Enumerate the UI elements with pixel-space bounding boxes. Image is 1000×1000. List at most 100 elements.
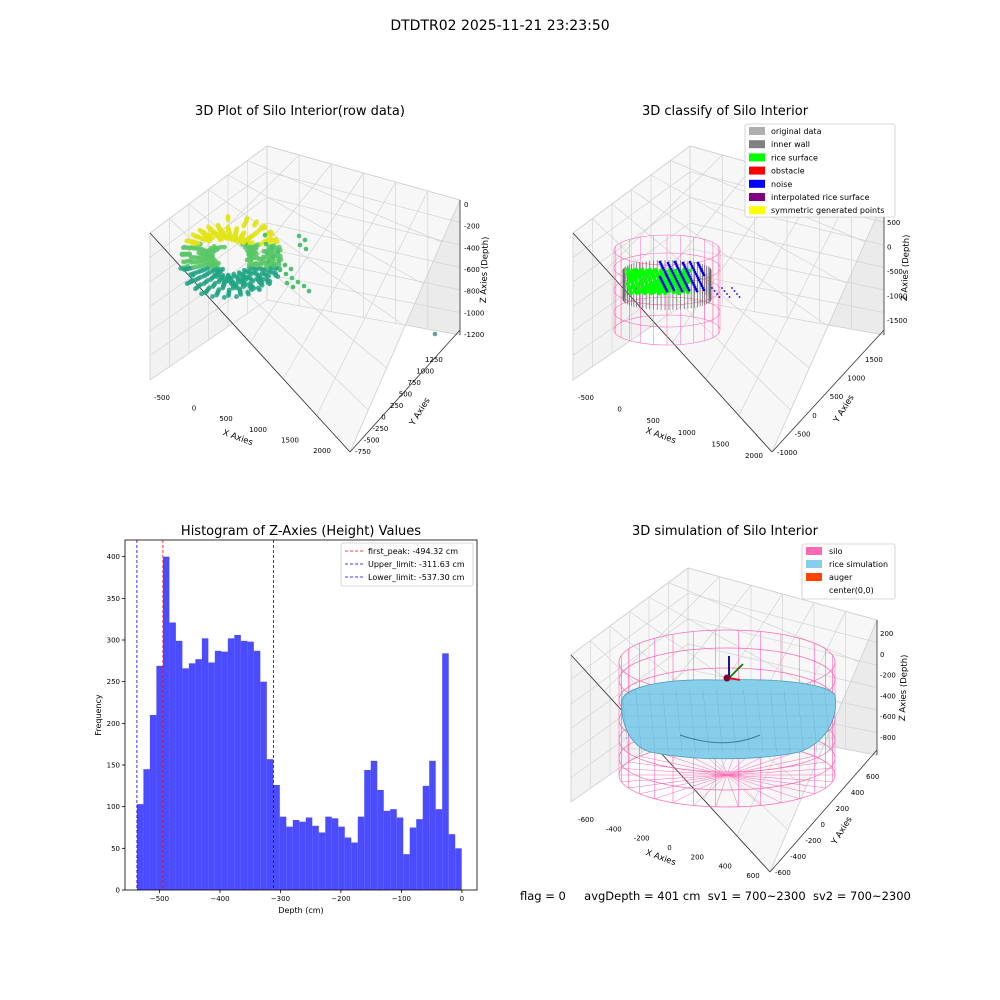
classify-noise-point bbox=[702, 273, 706, 277]
classify-noise-point bbox=[665, 289, 669, 293]
raw-grid bbox=[349, 199, 461, 453]
classify-grid bbox=[738, 190, 852, 416]
raw-data-point bbox=[277, 253, 283, 259]
raw-x-tick-label: 0 bbox=[192, 405, 196, 413]
classify-rice-point bbox=[631, 275, 637, 281]
raw-data-point bbox=[229, 233, 234, 239]
raw-data-point bbox=[269, 245, 275, 251]
raw-data-point bbox=[243, 269, 249, 275]
simulation-y-tick-label: -400 bbox=[790, 853, 806, 861]
classify-x-tick-label: 2000 bbox=[745, 452, 763, 460]
raw-data-point bbox=[185, 238, 191, 244]
raw-data-point bbox=[277, 267, 283, 273]
histogram-bar bbox=[175, 640, 183, 890]
simulation-legend-swatch bbox=[806, 547, 822, 555]
classify-noise-point bbox=[694, 287, 698, 291]
raw-data-point bbox=[201, 262, 207, 268]
raw-data-point bbox=[237, 272, 243, 277]
classify-noise-point bbox=[736, 293, 738, 295]
simulation-scene bbox=[618, 629, 836, 808]
classify-x-tick-label: 500 bbox=[647, 417, 660, 425]
simulation-rice-mesh bbox=[648, 689, 656, 753]
classify-y-tick-label: 500 bbox=[830, 393, 843, 401]
classify-z-tick-label: -1500 bbox=[887, 317, 907, 325]
classify-noise-point bbox=[660, 279, 664, 283]
raw-data-point bbox=[262, 267, 268, 273]
classify-legend-swatch bbox=[749, 166, 765, 175]
raw-data-point bbox=[225, 278, 231, 283]
raw-data-point bbox=[231, 273, 237, 279]
raw-y-tick-label: 1250 bbox=[425, 356, 443, 364]
raw-data-point bbox=[208, 277, 214, 282]
simulation-silo-wireframe bbox=[628, 761, 728, 776]
raw-data-point bbox=[248, 266, 254, 272]
classify-noise-point bbox=[681, 276, 685, 280]
simulation-rice-mesh bbox=[716, 689, 723, 753]
classify-rice-point bbox=[648, 270, 654, 276]
raw-data-point bbox=[268, 236, 273, 242]
classify-scene bbox=[613, 234, 741, 346]
classify-noise-point bbox=[700, 269, 704, 273]
raw-data-point bbox=[198, 258, 204, 264]
raw-data-point bbox=[179, 251, 185, 257]
simulation-silo-wireframe bbox=[726, 774, 815, 795]
simulation-z-tick-label: -800 bbox=[880, 734, 896, 742]
simulation-x-tick-label: 200 bbox=[691, 853, 704, 861]
simulation-rice-mesh bbox=[621, 689, 629, 753]
raw-axes: -500 0 500 1000 1500 2000 -750 -500 -250 0 250 500 7… bbox=[149, 145, 491, 456]
raw-x-tick-label: 2000 bbox=[313, 447, 331, 455]
raw-z-tick-label: 0 bbox=[464, 201, 468, 209]
histogram-bar bbox=[299, 821, 306, 890]
simulation-legend-label: center(0,0) bbox=[829, 586, 874, 595]
simulation-y-axis-line bbox=[769, 749, 878, 873]
raw-data-point bbox=[228, 281, 234, 287]
histogram-bar bbox=[201, 638, 209, 890]
raw-data-point bbox=[249, 262, 255, 268]
raw-data-point bbox=[296, 233, 302, 239]
raw-data-point bbox=[189, 259, 195, 265]
classify-z-tick-label: 0 bbox=[887, 244, 891, 252]
figure-title: DTDTR02 2025-11-21 23:23:50 bbox=[390, 18, 610, 34]
raw-data-point bbox=[226, 293, 231, 298]
histogram-bar bbox=[422, 785, 430, 890]
simulation-y-tick-label: 400 bbox=[851, 789, 864, 797]
histogram-bar bbox=[377, 790, 384, 890]
raw-data-point bbox=[225, 274, 231, 280]
classify-y-tick-label: 0 bbox=[812, 412, 816, 420]
raw-data-point bbox=[227, 230, 233, 236]
classify-noise-point bbox=[694, 272, 698, 276]
classify-noise-point bbox=[693, 270, 697, 274]
simulation-x-tick-label: 0 bbox=[667, 844, 671, 852]
histogram-bar bbox=[253, 650, 261, 890]
raw-data-point bbox=[302, 237, 308, 243]
simulation-x-axis-label: X Axies bbox=[644, 848, 677, 868]
raw-data-point bbox=[214, 292, 220, 298]
raw-data-point bbox=[283, 271, 289, 277]
classify-noise-point bbox=[684, 282, 688, 286]
histogram-bar bbox=[416, 819, 423, 890]
raw-data-point bbox=[432, 331, 438, 337]
histogram-bar bbox=[455, 848, 462, 890]
raw-y-tick-label: 0 bbox=[381, 414, 385, 422]
raw-data-point bbox=[221, 230, 227, 236]
classify-noise-point bbox=[684, 267, 688, 271]
raw-data-point bbox=[257, 273, 262, 279]
raw-data-point bbox=[210, 294, 215, 299]
simulation-silo-wireframe bbox=[621, 774, 728, 782]
classify-y-tick-label: -500 bbox=[795, 430, 811, 438]
simulation-auger-x bbox=[728, 677, 741, 681]
histogram-bar bbox=[188, 663, 196, 890]
histogram-bar bbox=[247, 641, 254, 890]
raw-data-point bbox=[259, 280, 265, 286]
histogram-legend-label: Lower_limit: -537.30 cm bbox=[368, 573, 465, 582]
classify-rice-point bbox=[651, 289, 657, 295]
simulation-silo-wireframe bbox=[726, 774, 800, 800]
simulation-silo-wireframe bbox=[621, 768, 728, 776]
classify-noise-point bbox=[660, 264, 664, 268]
raw-data-point bbox=[211, 262, 217, 268]
histogram-x-tick-label: −100 bbox=[392, 895, 411, 903]
histogram-chart: −500 −400 −300 −200 −100 0 0 50 100 150 200 250 300 3… bbox=[94, 539, 478, 915]
histogram-bar bbox=[156, 665, 163, 890]
raw-data-point bbox=[190, 232, 196, 238]
raw-y-tick-label: -750 bbox=[355, 448, 371, 456]
